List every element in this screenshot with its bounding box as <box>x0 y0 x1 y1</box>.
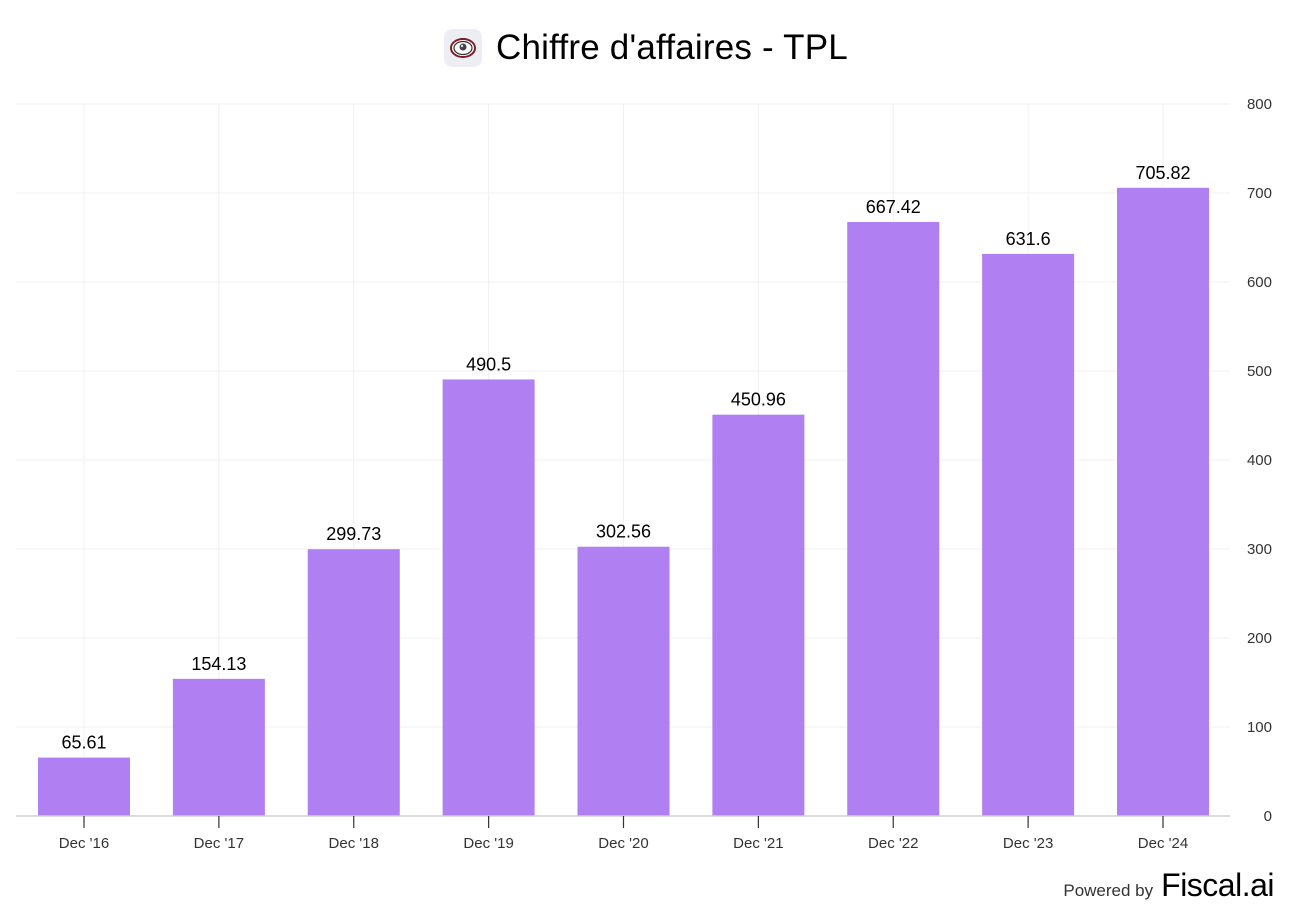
bar <box>982 253 1075 817</box>
y-tick-label: 800 <box>1247 96 1272 113</box>
y-tick-label: 700 <box>1247 185 1272 202</box>
brand-logo: Fiscal.ai <box>1161 867 1274 903</box>
bar <box>1117 187 1209 817</box>
x-tick-label: Dec '18 <box>329 835 379 852</box>
data-label: 705.82 <box>1135 163 1190 183</box>
company-logo <box>444 29 483 67</box>
powered-by-label: Powered by <box>1063 881 1154 900</box>
bar <box>172 678 265 816</box>
data-label: 490.5 <box>466 354 511 374</box>
y-tick-label: 200 <box>1247 630 1272 647</box>
x-tick-label: Dec '22 <box>868 835 918 852</box>
x-tick-label: Dec '16 <box>59 835 109 852</box>
data-label: 631.6 <box>1006 229 1051 249</box>
bar <box>442 379 535 816</box>
bar <box>38 757 130 816</box>
y-tick-label: 0 <box>1264 808 1272 825</box>
data-label: 667.42 <box>866 197 921 217</box>
x-tick-label: Dec '23 <box>1003 835 1053 852</box>
bar <box>847 221 940 816</box>
data-label: 65.61 <box>61 733 106 753</box>
x-tick-label: Dec '19 <box>463 835 513 852</box>
bar <box>712 414 805 816</box>
y-tick-label: 100 <box>1247 719 1272 736</box>
data-label: 450.96 <box>731 390 786 410</box>
bar <box>577 546 670 816</box>
chart-title: Chiffre d'affaires - TPL <box>496 28 848 67</box>
data-label: 302.56 <box>596 522 651 542</box>
data-label: 154.13 <box>191 654 246 674</box>
bar-chart: 0 100 200 300 400 500 600 700 800 65.61 154.13 299.… <box>16 96 1272 852</box>
y-tick-label: 600 <box>1247 274 1272 291</box>
y-tick-label: 400 <box>1247 452 1272 469</box>
x-tick-label: Dec '20 <box>598 835 648 852</box>
x-tick-label: Dec '17 <box>194 835 244 852</box>
footer: Powered by Fiscal.ai <box>1063 867 1274 904</box>
x-tick-label: Dec '21 <box>733 835 783 852</box>
company-logo-icon <box>450 38 477 58</box>
chart-header: Chiffre d'affaires - TPL <box>0 22 1292 74</box>
x-tick-label: Dec '24 <box>1138 835 1188 852</box>
y-tick-label: 300 <box>1247 541 1272 558</box>
data-label: 299.73 <box>326 524 381 544</box>
bar <box>307 549 400 816</box>
y-tick-label: 500 <box>1247 363 1272 380</box>
